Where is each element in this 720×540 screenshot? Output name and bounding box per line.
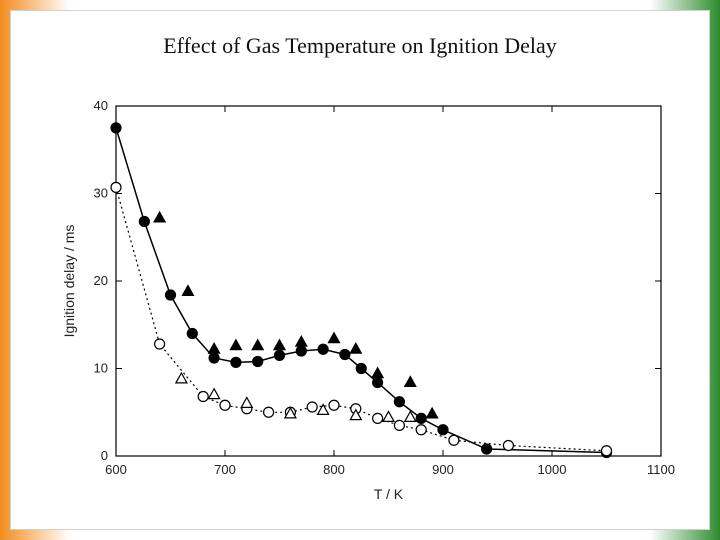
- marker-filled-circles-line: [231, 357, 241, 367]
- y-tick-label: 30: [94, 186, 108, 201]
- marker-open-circles-dotted: [220, 400, 230, 410]
- x-tick-label: 1100: [647, 462, 675, 477]
- marker-open-circles-dotted: [329, 400, 339, 410]
- x-tick-label: 700: [214, 462, 236, 477]
- marker-open-circles-dotted: [394, 420, 404, 430]
- marker-filled-circles-line: [111, 123, 121, 133]
- x-tick-label: 800: [323, 462, 345, 477]
- x-tick-label: 1000: [538, 462, 567, 477]
- marker-filled-circles-line: [482, 444, 492, 454]
- slide-inner: Effect of Gas Temperature on Ignition De…: [10, 10, 710, 530]
- marker-filled-circles-line: [187, 329, 197, 339]
- marker-filled-circles-line: [340, 350, 350, 360]
- plot-area: [116, 106, 661, 456]
- chart-svg: 600 700 800 900 1000 1100 0 10 20 30 40 T / K Igniti…: [56, 91, 676, 511]
- marker-open-circles-dotted: [155, 339, 165, 349]
- marker-open-circles-dotted: [307, 402, 317, 412]
- chart-container: 600 700 800 900 1000 1100 0 10 20 30 40 T / K Igniti…: [56, 91, 676, 511]
- y-axis-label: Ignition delay / ms: [61, 225, 77, 338]
- marker-filled-circles-line: [139, 217, 149, 227]
- y-tick-label: 40: [94, 98, 108, 113]
- slide-title: Effect of Gas Temperature on Ignition De…: [11, 33, 709, 59]
- marker-open-circles-dotted: [449, 435, 459, 445]
- slide-root: Effect of Gas Temperature on Ignition De…: [0, 0, 720, 540]
- marker-filled-circles-line: [275, 350, 285, 360]
- marker-filled-circles-line: [296, 346, 306, 356]
- marker-filled-circles-line: [356, 364, 366, 374]
- marker-filled-circles-line: [416, 413, 426, 423]
- x-tick-label: 900: [432, 462, 454, 477]
- marker-filled-circles-line: [253, 357, 263, 367]
- y-tick-label: 20: [94, 273, 108, 288]
- marker-filled-circles-line: [438, 425, 448, 435]
- x-tick-label: 600: [105, 462, 127, 477]
- y-tick-label: 10: [94, 361, 108, 376]
- marker-filled-circles-line: [209, 353, 219, 363]
- marker-filled-circles-line: [166, 290, 176, 300]
- marker-open-circles-dotted: [264, 407, 274, 417]
- marker-open-circles-dotted: [111, 182, 121, 192]
- marker-open-circles-dotted: [416, 425, 426, 435]
- marker-open-circles-dotted: [503, 441, 513, 451]
- marker-filled-circles-line: [373, 378, 383, 388]
- marker-open-circles-dotted: [373, 413, 383, 423]
- marker-open-circles-dotted: [198, 392, 208, 402]
- y-tick-label: 0: [101, 448, 108, 463]
- marker-open-circles-dotted: [602, 446, 612, 456]
- marker-filled-circles-line: [394, 397, 404, 407]
- x-axis-label: T / K: [374, 486, 404, 502]
- marker-filled-circles-line: [318, 344, 328, 354]
